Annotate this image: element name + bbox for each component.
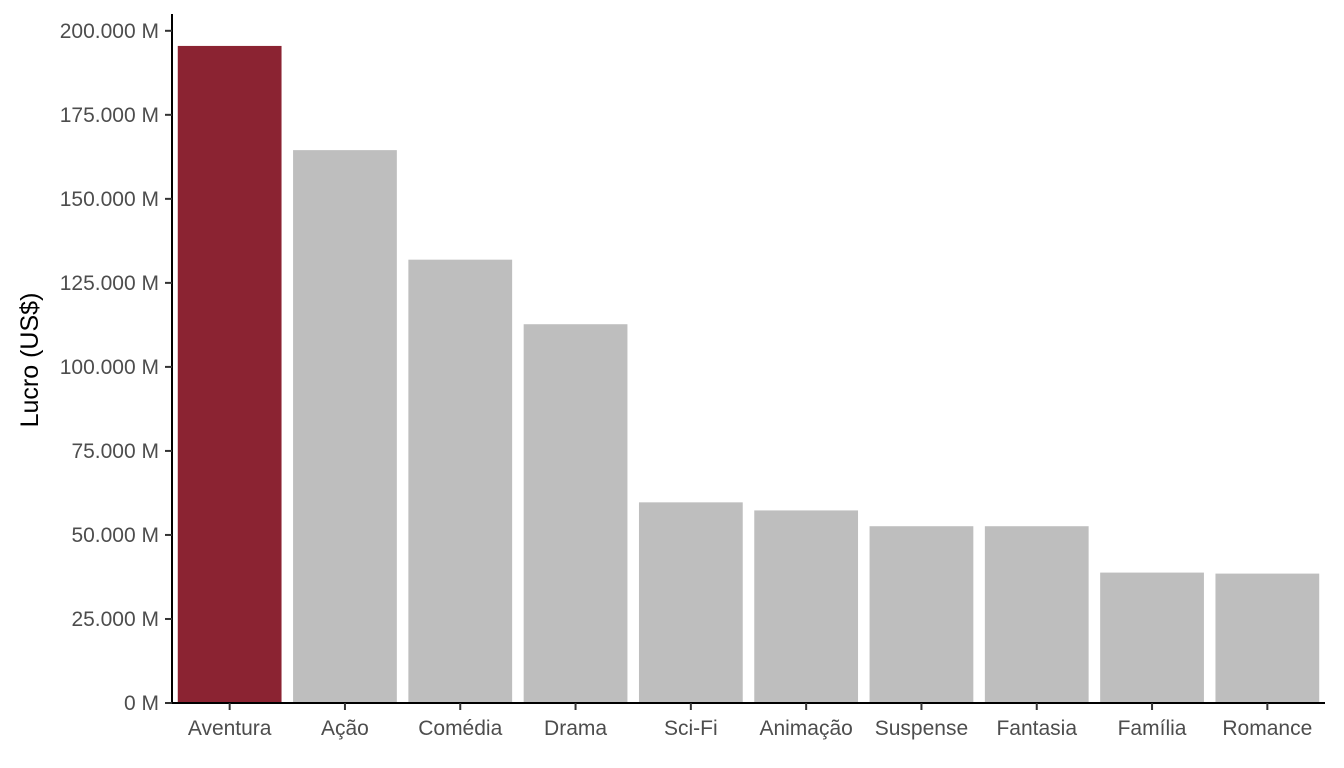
x-tick-label: Suspense <box>875 717 968 740</box>
x-tick-label: Animação <box>759 717 852 740</box>
bar-a-o <box>293 150 397 703</box>
bar-romance <box>1215 573 1320 703</box>
x-axis: Aventura Ação Comédia Drama Sci-Fi Animação Su… <box>172 702 1325 740</box>
bar-fam-lia <box>1100 572 1204 703</box>
bars-group <box>177 45 1320 704</box>
y-tick-label: 75.000 M <box>71 440 159 463</box>
x-tick-label: Família <box>1118 717 1187 740</box>
x-tick-label: Comédia <box>418 717 502 740</box>
bar-suspense <box>869 526 974 703</box>
y-tick-label: 200.000 M <box>60 20 159 43</box>
bar-anima-o <box>754 510 859 703</box>
y-tick-label: 0 M <box>124 692 159 715</box>
y-tick-label: 150.000 M <box>60 188 159 211</box>
x-tick-label: Aventura <box>188 717 272 740</box>
bar-aventura <box>177 45 282 704</box>
x-tick-label: Sci-Fi <box>664 717 718 740</box>
x-tick-label: Drama <box>544 717 607 740</box>
y-tick-label: 100.000 M <box>60 356 159 379</box>
y-tick-label: 125.000 M <box>60 272 159 295</box>
x-tick-label: Romance <box>1222 717 1312 740</box>
bar-fantasia <box>984 526 1089 703</box>
y-tick-label: 175.000 M <box>60 104 159 127</box>
bar-com-dia <box>408 259 513 703</box>
y-axis: 0 M 25.000 M 50.000 M 75.000 M 100.000 M 125.… <box>60 14 173 715</box>
bar-sci-fi <box>638 502 743 703</box>
y-axis-title: Lucro (US$) <box>16 293 44 428</box>
bar-drama <box>523 324 628 703</box>
x-tick-label: Fantasia <box>996 717 1077 740</box>
y-tick-label: 25.000 M <box>71 608 159 631</box>
x-tick-label: Ação <box>321 717 369 740</box>
y-tick-label: 50.000 M <box>71 524 159 547</box>
